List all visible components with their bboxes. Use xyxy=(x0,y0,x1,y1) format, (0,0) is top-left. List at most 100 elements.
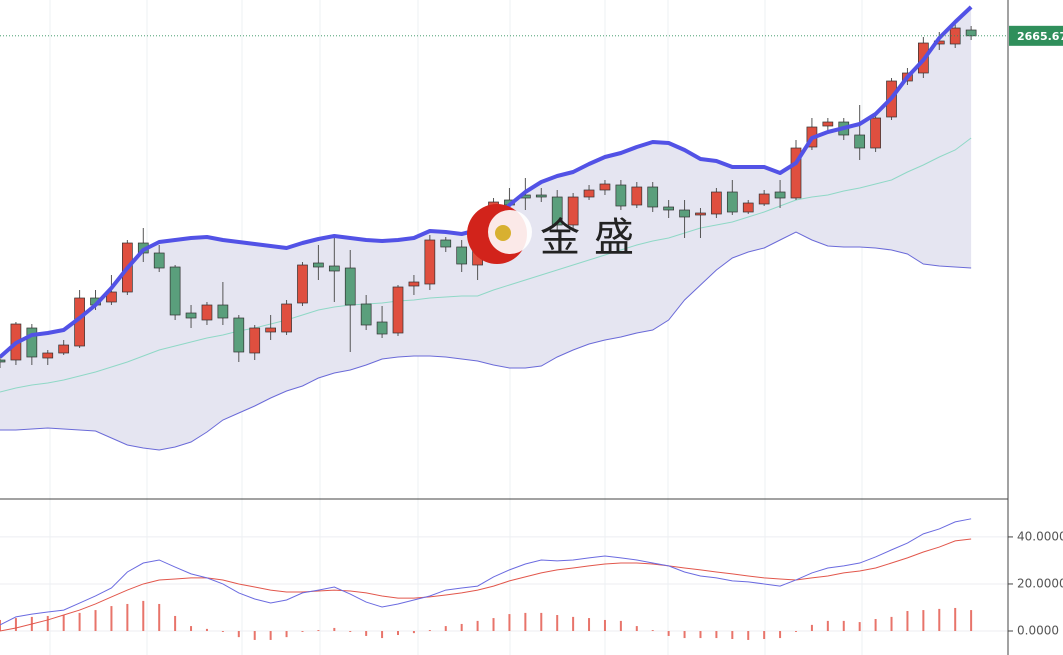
macd-histogram-bar xyxy=(205,628,208,632)
macd-histogram-bar xyxy=(858,622,861,632)
last-price-box xyxy=(1009,25,1063,46)
candle-body xyxy=(774,191,786,199)
macd-histogram-bar xyxy=(906,611,909,632)
macd-histogram-bar xyxy=(253,631,256,640)
candle-body xyxy=(265,327,276,333)
macd-histogram-bar xyxy=(970,610,973,632)
macd-histogram-bar xyxy=(237,631,240,638)
macd-histogram-bar xyxy=(524,612,527,632)
macd-histogram-bar xyxy=(810,624,813,632)
candle-body xyxy=(106,291,117,303)
candle-body xyxy=(360,303,372,326)
macd-histogram-bar xyxy=(476,620,479,632)
candle-body xyxy=(249,327,261,354)
candle-body xyxy=(870,117,881,149)
candle-body xyxy=(583,189,595,198)
macd-histogram-bar xyxy=(635,626,638,632)
macd-histogram-bar xyxy=(190,626,193,632)
candle-body xyxy=(567,196,579,226)
macd-histogram-bar xyxy=(683,631,686,639)
candle-body xyxy=(726,191,738,213)
candle-body xyxy=(233,317,245,353)
candle-body xyxy=(392,286,404,334)
candle-body xyxy=(854,134,866,149)
candle-body xyxy=(535,194,547,198)
dif-line xyxy=(0,518,972,626)
y-tick-label: 20.0000 xyxy=(1017,576,1063,590)
watermark-logo: 金盛 xyxy=(467,204,634,264)
macd-histogram-bar xyxy=(381,631,384,639)
macd-histogram-bar xyxy=(572,616,575,632)
candle-body xyxy=(376,321,388,335)
candle-body xyxy=(26,327,38,358)
macd-histogram-bar xyxy=(954,607,957,632)
dea-line xyxy=(0,538,972,632)
macd-histogram-bar xyxy=(842,620,845,632)
candle-body xyxy=(58,344,70,354)
macd-histogram-bar xyxy=(588,618,591,632)
macd-histogram-bar xyxy=(651,630,654,632)
macd-histogram-bar xyxy=(46,615,49,632)
candle-body xyxy=(663,206,674,211)
macd-histogram-bar xyxy=(619,620,622,632)
candle-body xyxy=(551,196,563,226)
y-tick-label: 40.0000 xyxy=(1017,529,1063,543)
macd-histogram-bar xyxy=(731,631,734,640)
macd-histogram-bar xyxy=(763,631,766,640)
lower-band xyxy=(0,231,972,451)
macd-histogram-bar xyxy=(14,618,17,632)
macd-histogram-bar xyxy=(444,626,447,632)
candle-body xyxy=(328,265,340,272)
candle-body xyxy=(169,266,181,316)
macd-histogram-bar xyxy=(62,615,65,632)
candle-body xyxy=(201,304,213,321)
macd-histogram-bar xyxy=(890,616,893,632)
macd-histogram-bar xyxy=(826,620,829,632)
macd-histogram-bar xyxy=(269,631,272,640)
macd-histogram-bar xyxy=(795,631,797,632)
macd-histogram-bar xyxy=(333,627,336,632)
candle-body xyxy=(615,184,627,207)
candle-body xyxy=(647,186,659,208)
candle-body xyxy=(965,29,977,37)
macd-histogram-bar xyxy=(412,631,415,634)
last-price-label: 2665.67 xyxy=(1017,30,1063,43)
candle-body xyxy=(0,359,6,363)
candle-body xyxy=(440,239,452,248)
macd-histogram-bar xyxy=(460,623,463,632)
macd-histogram-bar xyxy=(174,615,177,632)
candle-body xyxy=(217,304,229,319)
macd-histogram-bar xyxy=(349,631,352,632)
candle-body xyxy=(742,202,754,213)
candle-body xyxy=(599,183,611,191)
macd-histogram-bar xyxy=(603,619,606,632)
macd-histogram-bar xyxy=(285,631,288,638)
macd-histogram-bar xyxy=(508,614,511,632)
candle-body xyxy=(344,267,356,306)
candle-body xyxy=(313,262,324,268)
candle-body xyxy=(408,281,420,287)
candle-body xyxy=(695,212,706,216)
candle-body xyxy=(679,209,690,218)
candle-body xyxy=(185,312,197,319)
candle-body xyxy=(631,186,643,206)
candle-body xyxy=(822,121,834,127)
macd-histogram-bar xyxy=(301,631,304,632)
macd-histogram-bar xyxy=(221,631,224,632)
macd-histogram-bar xyxy=(365,631,368,636)
candle-body xyxy=(153,252,165,269)
macd-histogram-bar xyxy=(874,619,877,632)
macd-histogram-bar xyxy=(699,631,702,639)
candle-body xyxy=(790,147,802,199)
macd-histogram-bar xyxy=(0,619,1,632)
macd-histogram-bar xyxy=(667,631,670,636)
macd-histogram-bar xyxy=(540,612,543,632)
macd-histogram-bar xyxy=(317,630,320,632)
candle-body xyxy=(281,303,292,333)
macd-histogram-bar xyxy=(94,610,97,632)
candle-body xyxy=(758,193,770,205)
macd-histogram-bar xyxy=(428,630,431,632)
macd-histogram-bar xyxy=(158,603,161,632)
candle-body xyxy=(297,264,308,304)
